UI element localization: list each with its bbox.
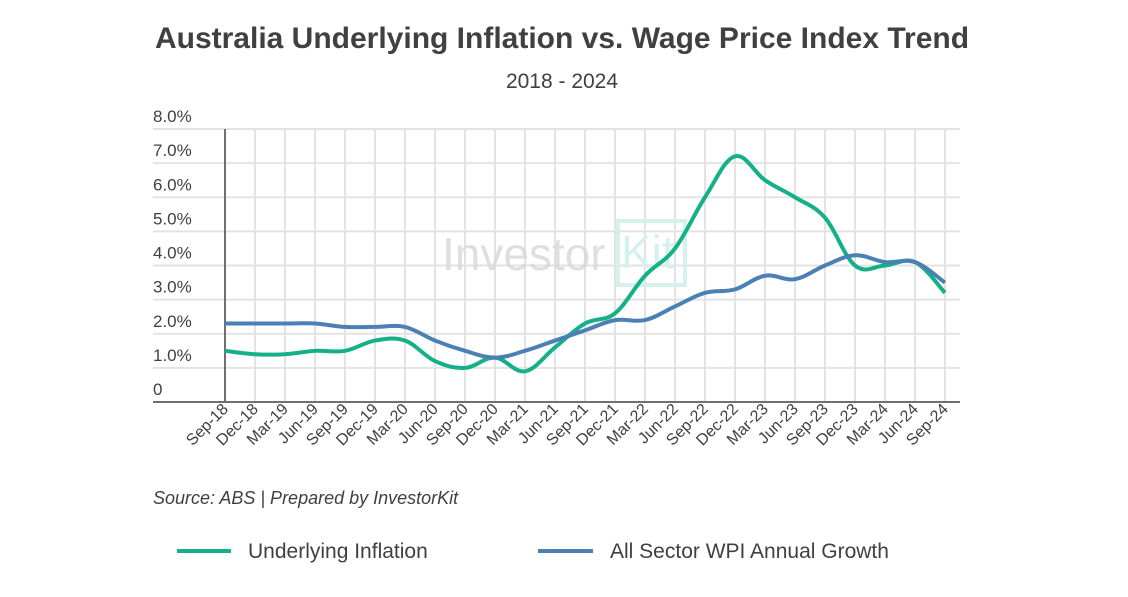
chart-title: Australia Underlying Inflation vs. Wage … — [155, 22, 969, 55]
y-tick-label: 5.0% — [153, 209, 192, 228]
legend: Underlying Inflation All Sector WPI Annu… — [177, 540, 889, 563]
y-tick-label: 3.0% — [153, 278, 192, 297]
watermark-logo: Investor — [442, 228, 606, 280]
x-axis-ticks: Sep-18Dec-18Mar-19Jun-19Sep-19Dec-19Mar-… — [183, 401, 952, 450]
y-tick-label: 8.0% — [153, 107, 192, 126]
y-tick-label: 6.0% — [153, 175, 192, 194]
chart-subtitle: 2018 - 2024 — [506, 70, 618, 93]
y-tick-label: 7.0% — [153, 141, 192, 160]
legend-item-wpi[interactable]: All Sector WPI Annual Growth — [538, 540, 889, 563]
source-note: Source: ABS | Prepared by InvestorKit — [153, 488, 459, 508]
y-tick-label: 2.0% — [153, 312, 192, 331]
y-tick-label: 4.0% — [153, 244, 192, 263]
legend-label-wpi: All Sector WPI Annual Growth — [610, 540, 889, 563]
legend-label-underlying-inflation: Underlying Inflation — [248, 540, 428, 563]
y-tick-label: 1.0% — [153, 346, 192, 365]
y-tick-label: 0 — [153, 380, 162, 399]
legend-item-underlying-inflation[interactable]: Underlying Inflation — [177, 540, 428, 563]
y-axis-ticks: 0 1.0% 2.0% 3.0% 4.0% 5.0% 6.0% 7.0% 8.0% — [153, 107, 192, 399]
